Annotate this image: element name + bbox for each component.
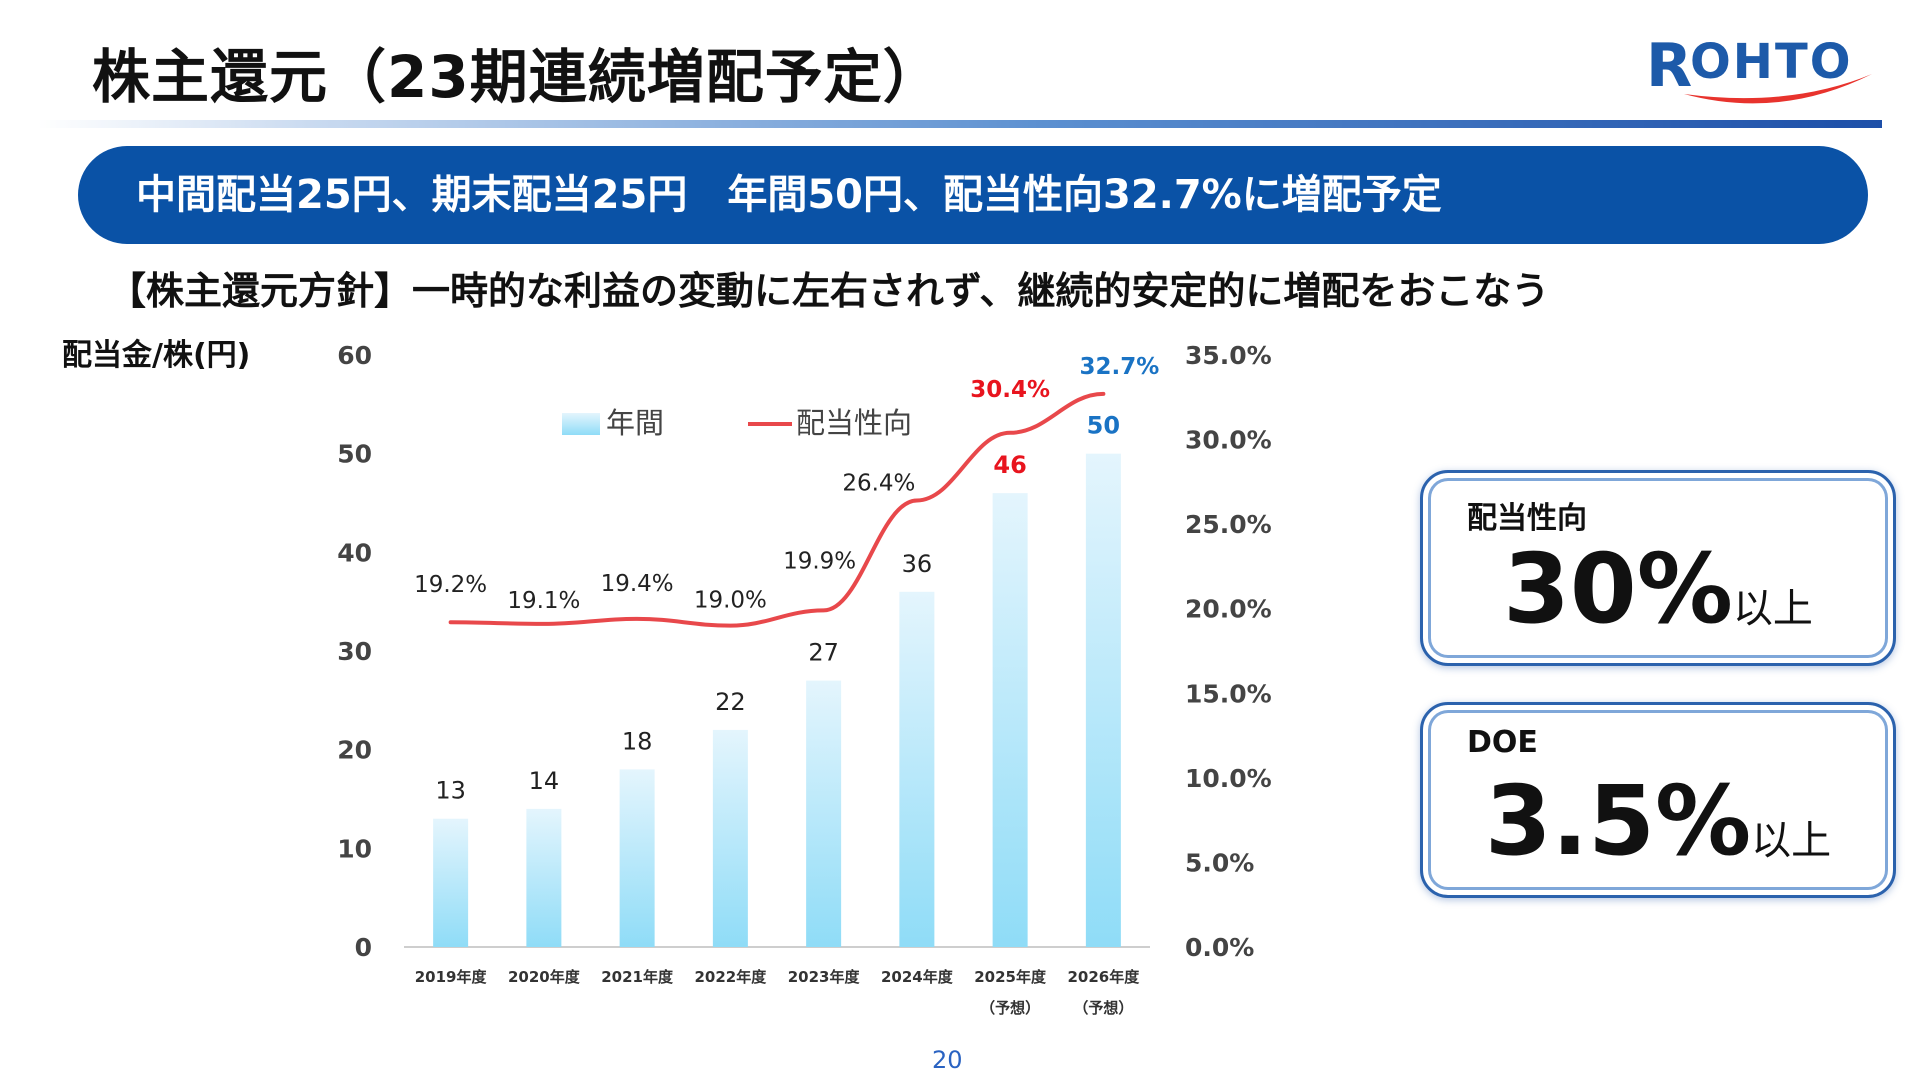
bar-data-label: 13 <box>435 777 466 805</box>
x-tick-label: 2021年度 <box>601 968 674 986</box>
bar-data-label: 22 <box>715 688 746 716</box>
bar <box>712 729 748 947</box>
y-tick-label: 20 <box>337 736 372 765</box>
doe-label: DOE <box>1467 725 1538 760</box>
y2-tick-label: 10.0% <box>1185 764 1272 793</box>
line-data-label: 32.7% <box>1079 354 1159 380</box>
header-divider <box>38 120 1882 128</box>
bar-data-label: 14 <box>529 767 560 795</box>
rohto-logo: R OHTO <box>1646 31 1872 104</box>
y2-tick-label: 30.0% <box>1185 426 1272 455</box>
bar <box>619 769 655 947</box>
y2-tick-label: 5.0% <box>1185 848 1254 877</box>
line-data-label: 19.4% <box>601 571 674 597</box>
y-tick-label: 60 <box>337 341 372 370</box>
x-tick-label: 2024年度 <box>881 968 954 986</box>
x-tick-label: 2019年度 <box>415 968 488 986</box>
legend-label-line: 配当性向 <box>796 406 912 440</box>
y-axis-title: 配当金/株(円) <box>62 338 251 373</box>
y2-tick-label: 25.0% <box>1185 510 1272 539</box>
x-tick-label: 2026年度 <box>1068 968 1141 986</box>
line-data-label: 19.1% <box>507 588 580 614</box>
line-data-label: 30.4% <box>970 377 1050 403</box>
payout-ratio-target-card: 配当性向 30%以上 <box>1420 470 1896 666</box>
line-data-label: 19.0% <box>694 588 767 614</box>
bar-data-label: 27 <box>808 639 839 667</box>
y2-tick-label: 35.0% <box>1185 341 1272 370</box>
x-tick-label: 2020年度 <box>508 968 581 986</box>
bar <box>806 680 842 947</box>
x-tick-note: （予想） <box>980 999 1040 1017</box>
bar-data-label: 50 <box>1087 412 1120 440</box>
payout-ratio-line <box>448 391 1106 628</box>
y2-tick-label: 20.0% <box>1185 595 1272 624</box>
y-tick-label: 10 <box>337 834 372 863</box>
bar <box>899 591 935 947</box>
payout-ratio-value: 30%以上 <box>1423 533 1893 645</box>
doe-value: 3.5%以上 <box>1423 765 1893 877</box>
line-data-label: 26.4% <box>842 470 915 496</box>
bar <box>433 818 469 947</box>
bar-data-label: 18 <box>622 727 653 755</box>
x-tick-label: 2023年度 <box>788 968 861 986</box>
y-tick-label: 30 <box>337 637 372 666</box>
x-tick-note: （予想） <box>1073 999 1133 1017</box>
y-tick-label: 0 <box>355 933 372 962</box>
dividend-banner: 中間配当25円、期末配当25円 年間50円、配当性向32.7%に増配予定 <box>78 146 1868 244</box>
policy-statement: 【株主還元方針】一時的な利益の変動に左右されず、継続的安定的に増配をおこなう <box>108 269 1550 313</box>
doe-suffix: 以上 <box>1751 818 1832 864</box>
bar-data-label: 46 <box>993 451 1026 479</box>
payout-ratio-number: 30% <box>1503 533 1733 645</box>
payout-ratio-suffix: 以上 <box>1732 586 1813 632</box>
bar-data-label: 36 <box>902 550 933 578</box>
bar <box>992 493 1028 947</box>
x-tick-label: 2022年度 <box>695 968 768 986</box>
slide-title: 株主還元（23期連続増配予定） <box>92 43 942 111</box>
payout-ratio-label: 配当性向 <box>1467 501 1587 536</box>
y-tick-label: 40 <box>337 538 372 567</box>
y2-tick-label: 0.0% <box>1185 933 1254 962</box>
y-tick-label: 50 <box>337 440 372 469</box>
svg-text:R: R <box>1646 31 1693 101</box>
doe-target-card: DOE 3.5%以上 <box>1420 702 1896 898</box>
bar <box>526 808 562 947</box>
x-tick-label: 2025年度 <box>974 968 1047 986</box>
page-number: 20 <box>932 1046 963 1074</box>
line-data-label: 19.9% <box>783 548 856 574</box>
y2-tick-label: 15.0% <box>1185 679 1272 708</box>
line-data-label: 19.2% <box>414 572 487 598</box>
legend-label-bar: 年間 <box>606 406 664 440</box>
legend-swatch-bar <box>562 413 600 435</box>
doe-number: 3.5% <box>1484 765 1752 877</box>
bar <box>1085 453 1121 947</box>
svg-text:OHTO: OHTO <box>1690 34 1853 90</box>
